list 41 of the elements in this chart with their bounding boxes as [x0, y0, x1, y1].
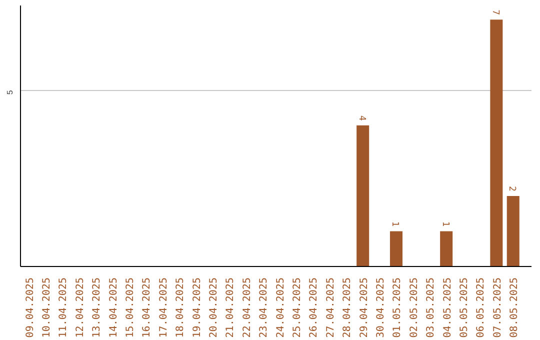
- x-tick-label: 16.04.2025: [142, 277, 153, 338]
- x-tick-label: 28.04.2025: [342, 277, 354, 338]
- x-tick-label: 29.04.2025: [358, 277, 370, 338]
- x-tick-label: 22.04.2025: [242, 277, 253, 338]
- x-tick-label: 12.04.2025: [74, 277, 86, 338]
- x-tick-label: 13.04.2025: [92, 277, 103, 338]
- x-tick-label: 24.04.2025: [275, 277, 286, 338]
- x-tick-label: 01.05.2025: [392, 277, 404, 338]
- x-tick-label: 15.04.2025: [125, 277, 136, 338]
- x-tick-label: 17.04.2025: [158, 277, 170, 338]
- x-tick-label: 18.04.2025: [175, 277, 186, 338]
- x-tick-label: 07.05.2025: [492, 277, 504, 338]
- y-tick-label: 5: [6, 90, 14, 95]
- bar: [506, 196, 520, 266]
- x-tick-label: 04.05.2025: [442, 277, 454, 338]
- x-tick-label: 06.05.2025: [476, 277, 487, 338]
- x-tick-label: 20.04.2025: [208, 277, 220, 338]
- data-label: 4: [356, 115, 366, 121]
- x-tick-label: 05.05.2025: [459, 277, 470, 338]
- x-tick-label: 21.04.2025: [225, 277, 236, 338]
- data-label: 1: [390, 221, 400, 227]
- data-label: 2: [506, 186, 517, 192]
- x-tick-label: 11.04.2025: [58, 277, 70, 338]
- bar: [390, 231, 402, 266]
- bar: [440, 231, 453, 266]
- x-tick-label: 02.05.2025: [408, 277, 420, 338]
- x-tick-label: 14.04.2025: [108, 277, 120, 338]
- x-tick-label: 27.04.2025: [325, 277, 336, 338]
- x-tick-label: 03.05.2025: [426, 277, 437, 338]
- data-label: 7: [490, 10, 500, 16]
- x-tick-label: 08.05.2025: [509, 277, 520, 338]
- x-tick-label: 10.04.2025: [42, 277, 53, 338]
- x-tick-label: 25.04.2025: [292, 277, 304, 338]
- bar: [356, 125, 370, 266]
- x-tick-label: 30.04.2025: [376, 277, 387, 338]
- x-tick-label: 23.04.2025: [258, 277, 270, 338]
- x-tick-label: 09.04.2025: [24, 277, 36, 338]
- bar: [490, 20, 503, 266]
- data-label: 1: [440, 221, 450, 227]
- x-tick-label: 19.04.2025: [192, 277, 203, 338]
- x-tick-label: 26.04.2025: [308, 277, 320, 338]
